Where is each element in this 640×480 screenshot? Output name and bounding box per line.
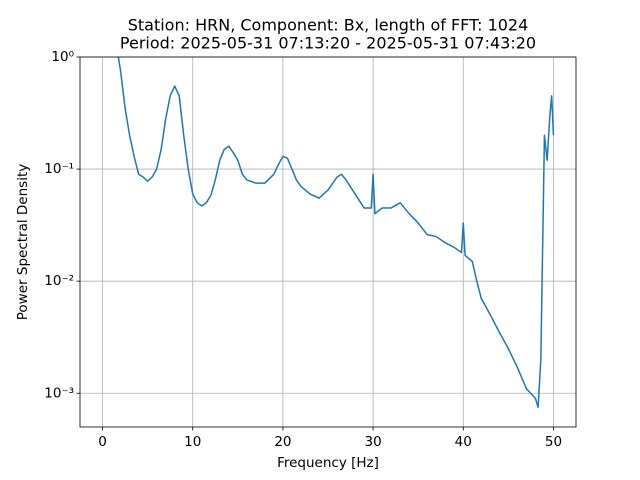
x-tick-label: 0 xyxy=(98,434,107,450)
grid xyxy=(80,56,576,427)
x-tick-label: 40 xyxy=(455,434,472,450)
x-tick-label: 30 xyxy=(364,434,381,450)
y-tick-label: 10⁻² xyxy=(44,273,74,289)
x-tick-label: 10 xyxy=(184,434,201,450)
plot-area xyxy=(117,57,555,409)
x-tick-label: 50 xyxy=(545,434,562,450)
x-axis-label: Frequency [Hz] xyxy=(277,455,379,471)
y-tick-label: 10⁰ xyxy=(51,49,74,65)
x-tick-label: 20 xyxy=(274,434,291,450)
y-axis-label: Power Spectral Density xyxy=(15,164,31,320)
y-tick-label: 10⁻³ xyxy=(44,385,74,401)
chart-title: Station: HRN, Component: Bx, length of F… xyxy=(128,16,529,35)
y-tick-label: 10⁻¹ xyxy=(44,161,74,177)
axes-frame xyxy=(79,56,577,428)
data-line xyxy=(117,57,555,409)
chart-subtitle: Period: 2025-05-31 07:13:20 - 2025-05-31… xyxy=(120,34,536,53)
